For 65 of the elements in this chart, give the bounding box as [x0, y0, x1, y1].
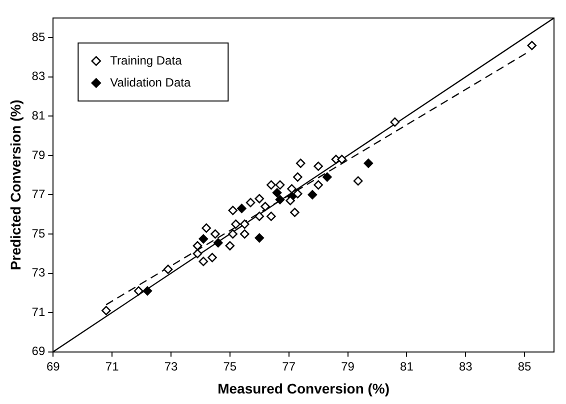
- y-tick-label: 69: [32, 344, 46, 358]
- y-tick-label: 83: [32, 69, 46, 84]
- point: [254, 194, 264, 204]
- point: [293, 172, 302, 182]
- point: [314, 162, 323, 171]
- point: [314, 180, 323, 190]
- point: [246, 198, 256, 208]
- y-tick-label: 77: [32, 187, 46, 202]
- point: [202, 223, 211, 233]
- point: [260, 202, 270, 212]
- x-tick-label: 69: [46, 359, 60, 374]
- y-tick-label: 71: [32, 304, 46, 319]
- point: [225, 241, 235, 250]
- x-tick-label: 73: [164, 359, 178, 374]
- point: [163, 264, 173, 274]
- point: [275, 180, 285, 190]
- x-tick-label: 77: [282, 359, 296, 374]
- point: [293, 189, 302, 198]
- point: [308, 190, 318, 200]
- point: [322, 172, 332, 182]
- point: [198, 234, 208, 244]
- x-tick-label: 79: [341, 359, 355, 374]
- point: [527, 40, 537, 50]
- x-tick-label: 71: [105, 359, 120, 374]
- point: [228, 229, 238, 239]
- point: [210, 229, 220, 239]
- point: [198, 256, 208, 266]
- y-tick-label: 75: [32, 226, 46, 240]
- point: [364, 158, 374, 168]
- point: [353, 176, 363, 186]
- x-tick-label: 81: [400, 359, 414, 374]
- point: [290, 208, 300, 218]
- point: [275, 194, 285, 204]
- y-tick-label: 73: [32, 266, 46, 280]
- point: [213, 238, 223, 248]
- point: [208, 252, 217, 262]
- point: [231, 220, 240, 229]
- y-tick-label: 81: [32, 108, 46, 122]
- point: [134, 286, 144, 296]
- point: [142, 286, 152, 296]
- x-tick-label: 85: [518, 359, 532, 374]
- point: [254, 233, 264, 243]
- point: [337, 154, 347, 164]
- point: [272, 188, 282, 198]
- y-tick-label: 79: [32, 148, 46, 162]
- x-axis-title: Measured Conversion (%): [218, 380, 390, 396]
- y-tick-label: 85: [32, 30, 46, 44]
- point: [254, 212, 264, 221]
- point: [266, 180, 276, 190]
- point: [266, 212, 276, 221]
- legend-label: Validation Data: [110, 75, 191, 90]
- point: [192, 248, 202, 258]
- point: [240, 220, 250, 229]
- y-axis-title: Predicted Conversion (%): [7, 100, 24, 270]
- point: [296, 158, 306, 168]
- x-tick-label: 83: [458, 359, 473, 374]
- point: [240, 229, 250, 239]
- point: [287, 184, 296, 194]
- legend-label: Training Data: [110, 53, 182, 68]
- point: [192, 241, 202, 250]
- point: [237, 204, 246, 214]
- point: [228, 206, 238, 216]
- point: [102, 306, 111, 316]
- point: [390, 117, 400, 127]
- x-tick-label: 75: [223, 359, 237, 374]
